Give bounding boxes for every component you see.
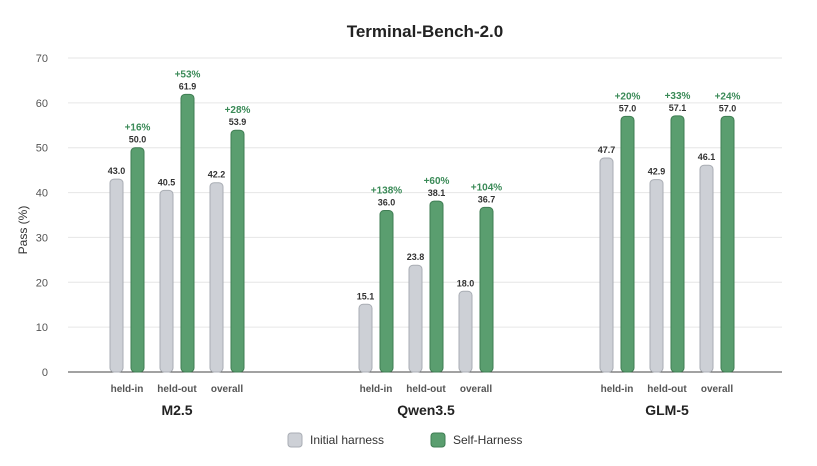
legend-swatch-initial: [287, 432, 303, 448]
data-label-initial: 46.1: [698, 152, 716, 162]
legend: Initial harness Self-Harness: [287, 432, 522, 448]
bar-initial: [159, 189, 174, 373]
data-label-initial: 40.5: [158, 177, 176, 187]
group-label: M2.5: [161, 402, 192, 418]
y-tick-label: 0: [42, 367, 48, 379]
bar-self: [429, 200, 444, 373]
data-label-initial: 43.0: [108, 166, 126, 176]
bar-self: [379, 210, 394, 373]
bar-self: [670, 115, 685, 373]
data-label-initial: 18.0: [457, 278, 475, 288]
data-label-initial: 23.8: [407, 252, 425, 262]
bar-initial: [358, 303, 373, 373]
gain-label: +53%: [175, 69, 201, 80]
y-tick-label: 20: [36, 277, 48, 289]
y-axis-ticks: 0 10 20 30 40 50 60 70: [36, 53, 48, 379]
y-tick-label: 30: [36, 232, 48, 244]
bar-self: [230, 129, 245, 373]
bar-self: [130, 147, 145, 373]
x-tick-label: held-out: [647, 384, 687, 395]
x-tick-label: held-out: [406, 384, 446, 395]
x-tick-label: overall: [211, 384, 243, 395]
gain-label: +16%: [125, 123, 151, 134]
data-label-self: 57.1: [669, 103, 687, 113]
data-label-self: 53.9: [229, 117, 247, 127]
data-label-self: 38.1: [428, 188, 446, 198]
data-label-self: 57.0: [619, 103, 637, 113]
y-tick-label: 40: [36, 188, 48, 200]
data-label-initial: 42.9: [648, 167, 666, 177]
y-tick-label: 60: [36, 98, 48, 110]
y-tick-label: 10: [36, 322, 48, 334]
data-label-initial: 42.2: [208, 170, 226, 180]
bar-group-qwen3-5: 15.1 36.0+138% held-in 23.8 38.1+60% held-out…: [357, 176, 503, 418]
y-axis-label: Pass (%): [16, 206, 30, 255]
bar-initial: [458, 290, 473, 373]
bar-initial: [109, 178, 124, 373]
legend-label-initial: Initial harness: [310, 433, 384, 447]
bar-group-m2-5: 43.0 50.0+16% held-in 40.5 61.9+53% held-out 4…: [108, 69, 251, 418]
data-label-self: 50.0: [129, 135, 147, 145]
bar-group-glm-5: 47.757.0+20%held-in42.957.1+33%held-out4…: [598, 91, 741, 418]
x-tick-label: held-in: [111, 384, 144, 395]
bar-initial: [649, 179, 664, 373]
legend-label-self: Self-Harness: [453, 433, 522, 447]
data-label-self: 36.0: [378, 198, 396, 208]
x-tick-label: held-in: [601, 384, 634, 395]
bar-self: [479, 206, 494, 373]
gain-label: +60%: [424, 176, 450, 187]
data-label-initial: 15.1: [357, 291, 375, 301]
x-tick-label: held-out: [157, 384, 197, 395]
bar-initial: [209, 182, 224, 373]
bar-self: [720, 115, 735, 373]
bar-self: [180, 93, 195, 373]
data-label-self: 61.9: [179, 81, 197, 91]
x-tick-label: overall: [701, 384, 733, 395]
bar-initial: [599, 157, 614, 373]
data-label-self: 57.0: [719, 103, 737, 113]
bar-self: [620, 115, 635, 373]
y-tick-label: 50: [36, 143, 48, 155]
gain-label: +138%: [371, 186, 403, 197]
gain-label: +33%: [665, 91, 691, 102]
legend-swatch-self: [430, 432, 446, 448]
data-label-initial: 47.7: [598, 145, 616, 155]
x-tick-label: held-in: [360, 384, 393, 395]
x-tick-label: overall: [460, 384, 492, 395]
chart-title: Terminal-Bench-2.0: [347, 22, 504, 41]
bar-initial: [699, 164, 714, 373]
gain-label: +28%: [225, 105, 251, 116]
data-label-self: 36.7: [478, 194, 496, 204]
bar-initial: [408, 264, 423, 373]
gain-label: +104%: [471, 182, 503, 193]
group-label: GLM-5: [645, 402, 689, 418]
gain-label: +24%: [715, 91, 741, 102]
y-tick-label: 70: [36, 53, 48, 65]
bar-groups: 43.0 50.0+16% held-in 40.5 61.9+53% held-out 4…: [108, 69, 741, 418]
gain-label: +20%: [615, 91, 641, 102]
group-label: Qwen3.5: [397, 402, 455, 418]
